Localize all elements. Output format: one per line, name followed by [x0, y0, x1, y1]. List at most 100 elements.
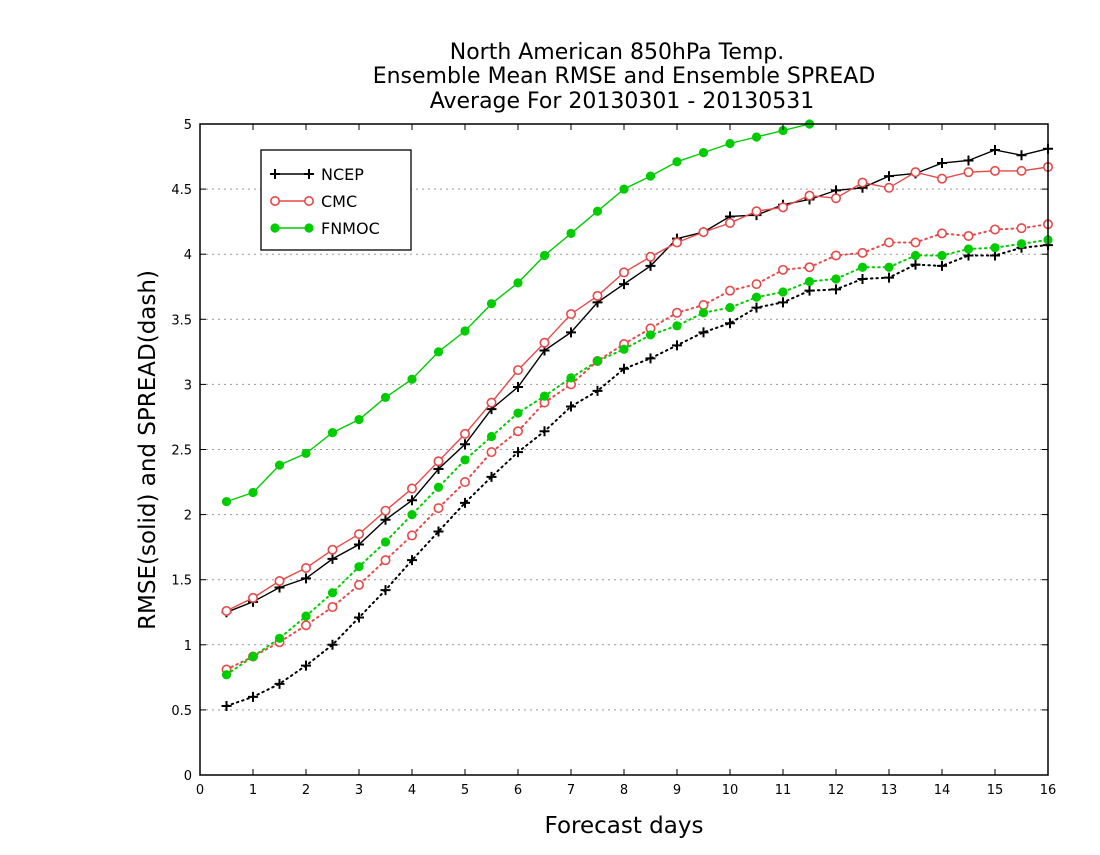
x-tick-label: 15 — [987, 783, 1004, 798]
cmc-spread-point — [936, 228, 947, 239]
fnmoc-spread-point — [672, 321, 682, 331]
cmc-rmse-line — [226, 166, 1049, 612]
cmc-rmse-point — [910, 167, 921, 178]
cmc-spread-point — [724, 285, 735, 296]
ncep-spread-point — [725, 318, 735, 329]
cmc-rmse-point — [433, 456, 444, 467]
fnmoc-rmse-point — [248, 487, 258, 498]
fnmoc-rmse-point — [354, 414, 364, 425]
grid-lines — [200, 188, 1048, 711]
cmc-rmse-point — [724, 217, 735, 228]
ncep-spread-point — [804, 285, 815, 296]
legend-marker-ncep — [304, 169, 314, 179]
ncep-spread-point — [407, 555, 417, 566]
cmc-rmse-point — [777, 202, 788, 213]
x-tick-label: 12 — [828, 783, 845, 798]
ncep-spread-point — [857, 273, 868, 284]
fnmoc-spread-point — [221, 670, 232, 680]
fnmoc-spread-series — [221, 235, 1053, 680]
fnmoc-spread-point — [910, 250, 921, 261]
fnmoc-spread-point — [407, 509, 417, 520]
cmc-rmse-point — [459, 428, 470, 439]
cmc-rmse-point — [486, 397, 497, 408]
fnmoc-spread-point — [248, 651, 258, 662]
cmc-rmse-point — [565, 309, 576, 320]
cmc-rmse-point — [327, 544, 338, 555]
title-line-1: North American 850hPa Temp. — [450, 40, 785, 65]
cmc-rmse-point — [989, 165, 1000, 176]
y-tick-label: 1 — [184, 639, 192, 654]
fnmoc-rmse-point — [433, 347, 444, 357]
ncep-spread-point — [831, 284, 841, 295]
y-tick-label: 5 — [184, 118, 192, 133]
ncep-rmse-point — [937, 158, 947, 169]
y-tick-label: 3.5 — [171, 313, 192, 328]
fnmoc-rmse-point — [592, 206, 603, 216]
fnmoc-rmse-point — [380, 392, 391, 403]
cmc-spread-point — [804, 262, 815, 273]
ncep-rmse-point — [380, 514, 391, 525]
y-tick-label: 4 — [184, 248, 192, 263]
x-tick-label: 4 — [408, 783, 416, 798]
ncep-spread-point — [672, 340, 682, 351]
cmc-rmse-point — [539, 337, 550, 348]
ncep-spread-point — [301, 660, 311, 671]
cmc-rmse-point — [221, 605, 232, 616]
x-tick-label: 3 — [355, 783, 363, 798]
series-group — [221, 119, 1054, 711]
x-tick-label: 14 — [934, 783, 951, 798]
ncep-spread-point — [566, 401, 576, 412]
cmc-rmse-point — [353, 529, 364, 540]
ncep-rmse-point — [460, 439, 470, 450]
cmc-rmse-point — [857, 177, 868, 188]
fnmoc-rmse-point — [778, 125, 788, 136]
fnmoc-spread-point — [698, 308, 709, 318]
fnmoc-rmse-point — [221, 496, 232, 507]
cmc-spread-series — [221, 219, 1054, 675]
ncep-rmse-point — [990, 145, 1000, 156]
cmc-spread-point — [459, 477, 470, 488]
cmc-rmse-point — [883, 182, 894, 193]
fnmoc-rmse-point — [274, 460, 285, 470]
fnmoc-rmse-point — [301, 448, 311, 459]
ncep-spread-point — [460, 497, 470, 508]
ncep-spread-point — [539, 426, 550, 437]
x-axis-title: Forecast days — [545, 813, 704, 839]
fnmoc-spread-point — [963, 244, 974, 254]
cmc-spread-point — [698, 299, 709, 310]
fnmoc-spread-point — [831, 274, 841, 284]
fnmoc-rmse-point — [460, 326, 470, 336]
x-tick-label: 6 — [514, 783, 522, 798]
cmc-rmse-series — [221, 161, 1054, 616]
cmc-rmse-point — [963, 167, 974, 178]
fnmoc-rmse-point — [698, 148, 709, 158]
axis-ticks: 00.511.522.533.544.550 1 2 3 4 5 6 7 8 9 10 11 12 13 1… — [171, 118, 1056, 798]
ncep-rmse-point — [963, 155, 974, 166]
y-axis-title: RMSE(solid) and SPREAD(dash) — [135, 270, 161, 630]
fnmoc-spread-point — [990, 243, 1000, 253]
fnmoc-spread-point — [619, 344, 629, 354]
chart-title: North American 850hPa Temp. Ensemble Mea… — [373, 40, 876, 114]
fnmoc-rmse-point — [619, 184, 629, 194]
cmc-spread-point — [830, 250, 841, 261]
ncep-rmse-point — [513, 382, 523, 393]
fnmoc-spread-point — [380, 537, 391, 547]
x-tick-label: 11 — [775, 783, 792, 798]
fnmoc-rmse-point — [513, 278, 523, 288]
cmc-spread-point — [671, 307, 682, 318]
fnmoc-spread-point — [725, 302, 735, 313]
ncep-spread-point — [433, 526, 444, 537]
ncep-rmse-point — [354, 539, 364, 550]
cmc-rmse-point — [512, 365, 523, 376]
cmc-spread-point — [910, 237, 921, 248]
ncep-rmse-point — [407, 495, 417, 506]
legend-marker-cmc — [303, 196, 314, 207]
y-tick-label: 2 — [184, 509, 192, 524]
ncep-spread-line — [225, 244, 1049, 707]
fnmoc-spread-point — [513, 408, 523, 418]
x-tick-label: 16 — [1040, 783, 1057, 798]
fnmoc-spread-point — [486, 431, 497, 442]
cmc-spread-line — [225, 223, 1049, 671]
fnmoc-spread-point — [327, 588, 338, 598]
